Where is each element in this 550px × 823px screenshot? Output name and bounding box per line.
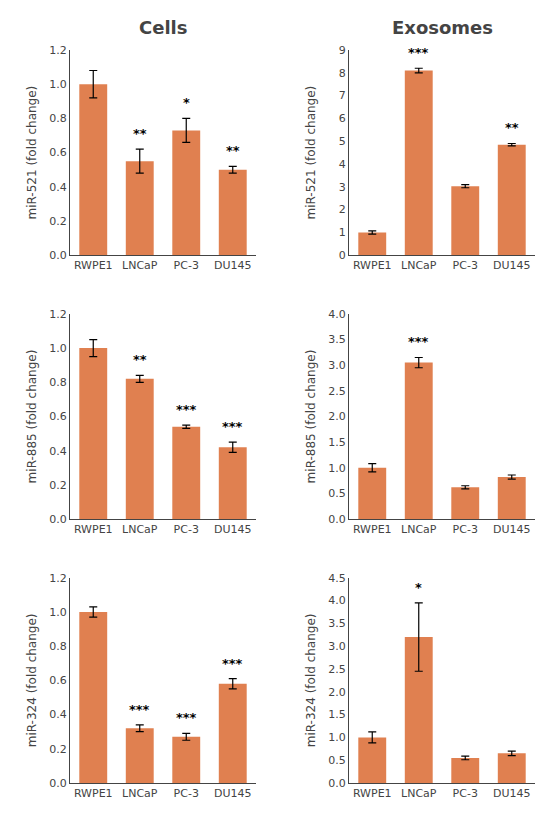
svg-text:0.6: 0.6	[49, 146, 67, 159]
svg-text:***: ***	[222, 656, 243, 671]
svg-text:2.5: 2.5	[328, 663, 346, 676]
svg-text:LNCaP: LNCaP	[122, 787, 158, 800]
svg-text:RWPE1: RWPE1	[74, 523, 113, 536]
svg-text:0.4: 0.4	[49, 181, 67, 194]
svg-text:4: 4	[339, 158, 346, 171]
svg-text:1.0: 1.0	[49, 342, 67, 355]
svg-text:PC-3: PC-3	[174, 787, 199, 800]
svg-text:2: 2	[339, 203, 346, 216]
svg-text:1.5: 1.5	[328, 708, 346, 721]
svg-text:*: *	[415, 580, 422, 595]
svg-text:0.0: 0.0	[328, 777, 346, 790]
svg-text:2.0: 2.0	[328, 686, 346, 699]
svg-text:Exosomes: Exosomes	[392, 17, 493, 38]
svg-text:miR-324 (fold change): miR-324 (fold change)	[25, 613, 39, 747]
svg-text:7: 7	[339, 89, 346, 102]
svg-text:RWPE1: RWPE1	[74, 787, 113, 800]
svg-text:PC-3: PC-3	[453, 787, 478, 800]
svg-text:3: 3	[339, 181, 346, 194]
svg-text:DU145: DU145	[493, 259, 531, 272]
svg-text:0.2: 0.2	[49, 479, 67, 492]
svg-text:miR-521 (fold change): miR-521 (fold change)	[25, 86, 39, 220]
svg-text:1.2: 1.2	[49, 44, 67, 57]
svg-text:0.0: 0.0	[49, 777, 67, 790]
svg-text:6: 6	[339, 112, 346, 125]
svg-text:miR-885 (fold change): miR-885 (fold change)	[25, 350, 39, 484]
svg-text:**: **	[226, 143, 240, 158]
svg-text:2.0: 2.0	[328, 410, 346, 423]
svg-text:RWPE1: RWPE1	[353, 787, 392, 800]
svg-text:DU145: DU145	[214, 523, 252, 536]
svg-text:RWPE1: RWPE1	[74, 259, 113, 272]
svg-text:miR-521 (fold change): miR-521 (fold change)	[304, 86, 318, 220]
svg-text:***: ***	[222, 419, 243, 434]
svg-text:0.8: 0.8	[49, 376, 67, 389]
svg-text:0.6: 0.6	[49, 674, 67, 687]
svg-text:0.6: 0.6	[49, 410, 67, 423]
svg-text:9: 9	[339, 44, 346, 57]
svg-text:LNCaP: LNCaP	[401, 523, 437, 536]
svg-text:3.5: 3.5	[328, 333, 346, 346]
svg-text:0.5: 0.5	[328, 754, 346, 767]
svg-text:LNCaP: LNCaP	[122, 259, 158, 272]
svg-text:PC-3: PC-3	[453, 259, 478, 272]
svg-text:***: ***	[408, 334, 429, 349]
svg-text:3.0: 3.0	[328, 640, 346, 653]
svg-text:1.0: 1.0	[328, 731, 346, 744]
svg-text:RWPE1: RWPE1	[353, 259, 392, 272]
svg-text:1: 1	[339, 226, 346, 239]
svg-text:2.5: 2.5	[328, 385, 346, 398]
svg-text:1.0: 1.0	[49, 78, 67, 91]
svg-text:0.5: 0.5	[328, 487, 346, 500]
svg-text:***: ***	[408, 45, 429, 60]
svg-text:DU145: DU145	[214, 259, 252, 272]
svg-text:3.0: 3.0	[328, 359, 346, 372]
svg-text:0.4: 0.4	[49, 708, 67, 721]
svg-text:miR-324 (fold change): miR-324 (fold change)	[304, 613, 318, 747]
svg-text:*: *	[183, 95, 190, 110]
svg-text:0.2: 0.2	[49, 743, 67, 756]
svg-text:0.8: 0.8	[49, 640, 67, 653]
svg-text:DU145: DU145	[214, 787, 252, 800]
svg-text:0.4: 0.4	[49, 445, 67, 458]
svg-text:0.8: 0.8	[49, 112, 67, 125]
svg-text:**: **	[133, 352, 147, 367]
svg-text:**: **	[133, 126, 147, 141]
svg-text:***: ***	[176, 710, 197, 725]
svg-text:5: 5	[339, 135, 346, 148]
svg-text:**: **	[505, 120, 519, 135]
svg-text:LNCaP: LNCaP	[122, 523, 158, 536]
svg-text:DU145: DU145	[493, 523, 531, 536]
svg-text:8: 8	[339, 67, 346, 80]
svg-text:LNCaP: LNCaP	[401, 787, 437, 800]
svg-text:miR-885 (fold change): miR-885 (fold change)	[304, 350, 318, 484]
svg-text:0.0: 0.0	[49, 513, 67, 526]
svg-text:RWPE1: RWPE1	[353, 523, 392, 536]
svg-text:***: ***	[129, 702, 150, 717]
svg-text:PC-3: PC-3	[453, 523, 478, 536]
svg-text:1.0: 1.0	[328, 462, 346, 475]
svg-text:1.0: 1.0	[49, 606, 67, 619]
svg-text:4.0: 4.0	[328, 308, 346, 321]
svg-text:0: 0	[339, 249, 346, 262]
svg-text:DU145: DU145	[493, 787, 531, 800]
svg-text:1.5: 1.5	[328, 436, 346, 449]
svg-text:1.2: 1.2	[49, 308, 67, 321]
svg-text:PC-3: PC-3	[174, 523, 199, 536]
svg-text:LNCaP: LNCaP	[401, 259, 437, 272]
svg-text:0.0: 0.0	[328, 513, 346, 526]
svg-text:0.2: 0.2	[49, 215, 67, 228]
svg-text:4.5: 4.5	[328, 572, 346, 585]
svg-text:***: ***	[176, 402, 197, 417]
svg-text:4.0: 4.0	[328, 594, 346, 607]
svg-text:PC-3: PC-3	[174, 259, 199, 272]
svg-text:0.0: 0.0	[49, 249, 67, 262]
svg-text:3.5: 3.5	[328, 617, 346, 630]
svg-text:Cells: Cells	[139, 17, 187, 38]
svg-text:1.2: 1.2	[49, 572, 67, 585]
